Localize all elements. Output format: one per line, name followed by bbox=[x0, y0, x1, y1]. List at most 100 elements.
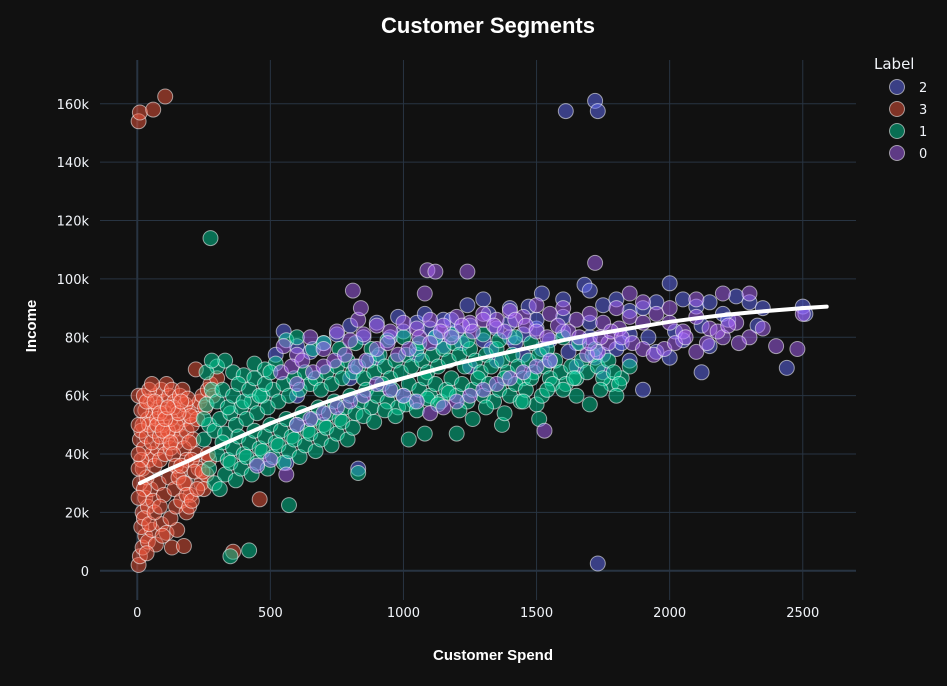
data-point bbox=[778, 359, 795, 376]
data-point bbox=[714, 285, 731, 302]
data-point bbox=[145, 101, 162, 118]
data-point bbox=[175, 538, 192, 554]
data-point bbox=[768, 338, 785, 355]
data-point bbox=[281, 497, 297, 514]
data-point bbox=[355, 326, 372, 343]
data-point bbox=[344, 282, 361, 299]
data-point bbox=[568, 387, 585, 404]
data-point bbox=[201, 460, 218, 477]
data-point bbox=[416, 285, 433, 302]
data-point bbox=[416, 425, 433, 442]
data-point bbox=[728, 288, 745, 305]
x-tick-label: 0 bbox=[133, 606, 141, 621]
data-point bbox=[408, 393, 425, 410]
data-point bbox=[358, 352, 375, 369]
data-point bbox=[496, 405, 513, 422]
data-point bbox=[541, 352, 558, 369]
data-point bbox=[496, 323, 513, 340]
data-point bbox=[693, 364, 710, 381]
data-point bbox=[435, 399, 452, 416]
data-point bbox=[422, 311, 439, 328]
data-point bbox=[488, 376, 505, 392]
data-point bbox=[315, 341, 332, 357]
legend-marker bbox=[889, 123, 905, 139]
data-point bbox=[581, 305, 598, 322]
legend-item-2[interactable]: 2 bbox=[889, 79, 928, 97]
data-point bbox=[539, 381, 556, 398]
data-point bbox=[289, 376, 305, 392]
data-point bbox=[189, 481, 206, 498]
y-axis-ticks: 0 20k 40k 60k 80k 100k 120k 140k 160k bbox=[57, 98, 90, 580]
data-point bbox=[557, 103, 574, 120]
data-point bbox=[278, 466, 295, 483]
data-point bbox=[608, 387, 625, 404]
data-point bbox=[608, 300, 625, 317]
data-point bbox=[336, 346, 353, 363]
legend-item-3[interactable]: 3 bbox=[889, 101, 928, 119]
data-point bbox=[159, 399, 176, 416]
data-point bbox=[138, 545, 155, 562]
data-point bbox=[427, 263, 444, 280]
data-point bbox=[211, 481, 228, 498]
legend-item-1[interactable]: 1 bbox=[889, 123, 928, 141]
data-point bbox=[379, 335, 396, 352]
data-point bbox=[677, 329, 694, 346]
series-3 bbox=[130, 88, 268, 573]
data-point bbox=[701, 294, 718, 311]
data-point bbox=[568, 311, 585, 328]
data-point bbox=[555, 381, 572, 398]
data-point bbox=[130, 416, 147, 433]
data-point bbox=[422, 335, 439, 352]
x-tick-label: 500 bbox=[258, 606, 283, 621]
data-point bbox=[173, 393, 190, 410]
data-point bbox=[555, 300, 572, 317]
data-point bbox=[789, 341, 806, 357]
data-point bbox=[222, 548, 239, 565]
data-point bbox=[741, 285, 758, 302]
legend-item-0[interactable]: 0 bbox=[889, 145, 928, 163]
data-point bbox=[400, 431, 417, 448]
data-point bbox=[130, 446, 147, 463]
data-point bbox=[536, 422, 553, 439]
data-point bbox=[395, 314, 412, 331]
data-point bbox=[275, 338, 292, 355]
data-point bbox=[675, 291, 691, 308]
data-point bbox=[621, 358, 638, 375]
legend-label: 0 bbox=[919, 147, 927, 162]
x-tick-label: 1500 bbox=[520, 606, 553, 621]
data-point bbox=[581, 396, 598, 413]
data-point bbox=[595, 297, 612, 314]
data-point bbox=[635, 381, 651, 398]
data-point bbox=[443, 329, 460, 346]
legend-marker bbox=[889, 101, 905, 117]
data-point bbox=[515, 364, 532, 381]
y-tick-label: 160k bbox=[57, 98, 90, 113]
legend-title: Label bbox=[874, 55, 914, 73]
data-point bbox=[422, 405, 439, 422]
data-point bbox=[464, 323, 481, 340]
data-point bbox=[251, 491, 268, 508]
x-axis-title: Customer Spend bbox=[433, 647, 553, 664]
x-tick-label: 2500 bbox=[786, 606, 819, 621]
data-point bbox=[475, 291, 492, 308]
data-point bbox=[448, 393, 465, 410]
data-point bbox=[478, 399, 494, 416]
data-point bbox=[720, 317, 737, 334]
data-point bbox=[130, 489, 147, 506]
data-point bbox=[621, 285, 638, 302]
data-point bbox=[151, 498, 168, 515]
data-point bbox=[315, 405, 332, 422]
data-point bbox=[289, 416, 305, 433]
y-tick-label: 120k bbox=[57, 215, 90, 230]
data-point bbox=[541, 305, 558, 322]
legend-marker bbox=[889, 145, 905, 161]
data-point bbox=[464, 411, 481, 427]
legend-label: 1 bbox=[919, 125, 927, 140]
data-point bbox=[368, 317, 385, 334]
data-point bbox=[157, 88, 174, 105]
y-tick-label: 80k bbox=[65, 331, 90, 346]
data-point bbox=[302, 411, 319, 427]
data-point bbox=[181, 434, 198, 451]
